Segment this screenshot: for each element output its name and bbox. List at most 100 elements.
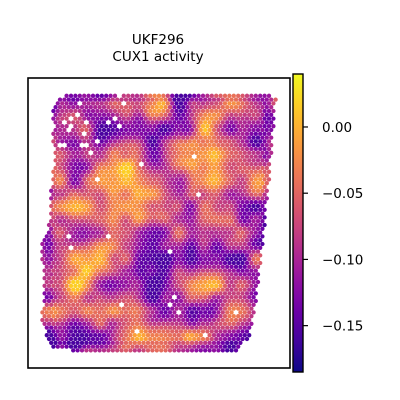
spot (243, 318, 247, 322)
spot (225, 135, 229, 139)
spot (229, 303, 233, 307)
spot (97, 272, 101, 276)
spot (218, 261, 222, 265)
spot (146, 303, 150, 307)
spot (210, 261, 214, 265)
spot (161, 177, 165, 181)
spot (75, 348, 79, 352)
spot (196, 291, 200, 295)
spot (89, 97, 93, 101)
spot (225, 211, 229, 215)
spot (227, 261, 231, 265)
spot (214, 322, 218, 326)
spot (258, 238, 262, 242)
spot (249, 314, 253, 318)
spot (218, 284, 222, 288)
spot (152, 124, 156, 128)
spot (124, 341, 128, 345)
spot (159, 143, 163, 147)
spot (130, 284, 134, 288)
spot (157, 268, 161, 272)
spot (238, 181, 242, 185)
spot (146, 189, 150, 193)
spot (45, 287, 49, 291)
spot (82, 223, 86, 227)
spot (207, 158, 211, 162)
spot (146, 287, 150, 291)
spot (148, 185, 152, 189)
spot (150, 166, 154, 170)
spot (100, 208, 104, 212)
spot (78, 170, 82, 174)
spot (80, 234, 84, 238)
spot (45, 333, 49, 337)
spot (152, 306, 156, 310)
spot (159, 227, 163, 231)
spot (192, 329, 196, 333)
spot (227, 109, 231, 113)
spot (75, 303, 79, 307)
spot (86, 192, 90, 196)
spot (75, 135, 79, 139)
spot (60, 170, 64, 174)
spot (179, 299, 183, 303)
spot (108, 238, 112, 242)
spot (119, 135, 123, 139)
spot (203, 348, 207, 352)
spot (210, 154, 214, 158)
spot (106, 318, 110, 322)
spot (58, 211, 62, 215)
spot (172, 227, 176, 231)
spot (117, 238, 121, 242)
spot (196, 132, 200, 136)
spot (194, 128, 198, 132)
spot (227, 306, 231, 310)
spot (196, 344, 200, 348)
spot (232, 109, 236, 113)
spot (205, 177, 209, 181)
spot (89, 280, 93, 284)
spot (49, 295, 53, 299)
spot (126, 329, 130, 333)
spot (51, 177, 55, 181)
spot (84, 219, 88, 223)
spot (53, 318, 57, 322)
spot (64, 170, 68, 174)
spot (69, 223, 73, 227)
spot (247, 265, 251, 269)
spot (75, 166, 79, 170)
spot (75, 196, 79, 200)
spot (130, 147, 134, 151)
spot (126, 116, 130, 120)
spot (254, 208, 258, 212)
spot (69, 299, 73, 303)
spot (185, 158, 189, 162)
spot (194, 189, 198, 193)
spot (201, 329, 205, 333)
spot (192, 268, 196, 272)
spot (243, 97, 247, 101)
spot (199, 151, 203, 155)
spot (256, 173, 260, 177)
spot (161, 132, 165, 136)
spot (161, 192, 165, 196)
spot (115, 257, 119, 261)
spot (102, 189, 106, 193)
spot (225, 242, 229, 246)
spot (161, 170, 165, 174)
spot (73, 132, 77, 136)
spot (227, 223, 231, 227)
spot (232, 116, 236, 120)
colorbar-tick-label: −0.10 (322, 252, 363, 268)
spot (93, 204, 97, 208)
spot (106, 219, 110, 223)
spot (196, 306, 200, 310)
spot (84, 257, 88, 261)
spot (108, 268, 112, 272)
spot (82, 215, 86, 219)
spot (172, 196, 176, 200)
spot (130, 246, 134, 250)
spot (152, 177, 156, 181)
spot (80, 128, 84, 132)
spot (163, 173, 167, 177)
